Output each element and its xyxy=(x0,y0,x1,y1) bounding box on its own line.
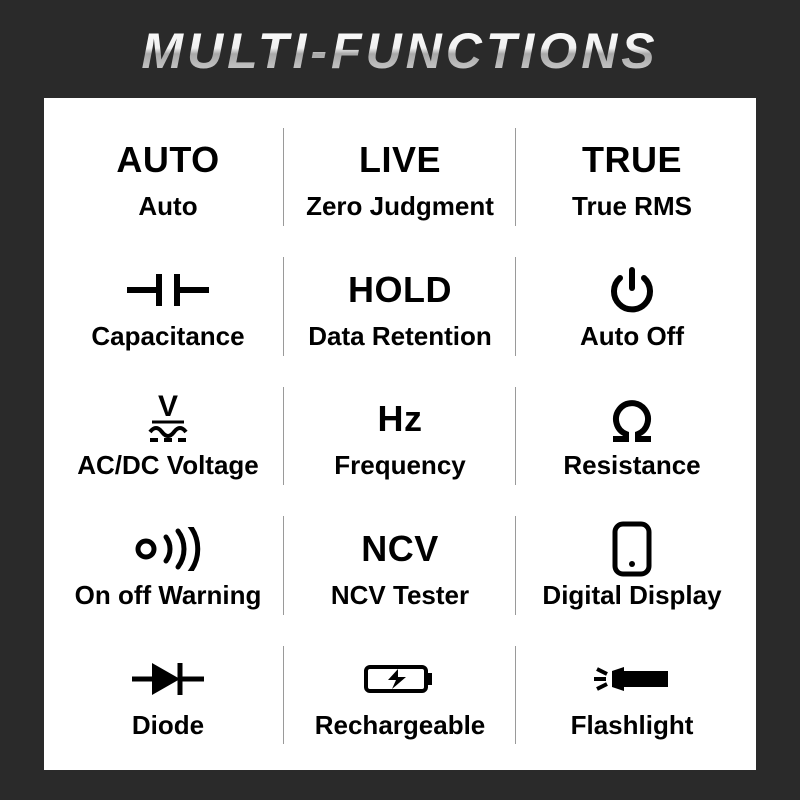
acdc-voltage-label: AC/DC Voltage xyxy=(77,450,259,481)
digital-display-label: Digital Display xyxy=(542,580,721,611)
rechargeable-icon xyxy=(360,650,440,708)
resistance-label: Resistance xyxy=(563,450,700,481)
ncv-tester-icon-text: NCV xyxy=(361,528,439,570)
true-rms-icon: TRUE xyxy=(582,131,682,189)
frequency-icon-text: Hz xyxy=(378,398,423,440)
hold-data-retention-icon: HOLD xyxy=(348,261,452,319)
feature-true-rms: TRUE True RMS xyxy=(516,112,748,242)
feature-hold-data-retention: HOLD Data Retention xyxy=(284,242,516,372)
frequency-icon: Hz xyxy=(378,390,423,448)
ncv-tester-label: NCV Tester xyxy=(331,580,469,611)
features-grid: AUTO Auto LIVE Zero Judgment TRUE True RMS Ca… xyxy=(52,112,748,760)
feature-live-zero-judgment: LIVE Zero Judgment xyxy=(284,112,516,242)
page-title: MULTI-FUNCTIONS xyxy=(141,22,658,80)
capacitance-icon xyxy=(123,261,213,319)
feature-capacitance: Capacitance xyxy=(52,242,284,372)
digital-display-icon xyxy=(607,520,657,578)
feature-resistance: Resistance xyxy=(516,371,748,501)
live-zero-judgment-icon-text: LIVE xyxy=(359,139,441,181)
frequency-label: Frequency xyxy=(334,450,466,481)
live-zero-judgment-icon: LIVE xyxy=(359,131,441,189)
feature-ncv-tester: NCV NCV Tester xyxy=(284,501,516,631)
resistance-icon xyxy=(604,390,660,448)
auto-off-label: Auto Off xyxy=(580,321,684,352)
feature-auto-off: Auto Off xyxy=(516,242,748,372)
flashlight-icon xyxy=(590,650,674,708)
feature-frequency: Hz Frequency xyxy=(284,371,516,501)
svg-text:V: V xyxy=(158,390,178,423)
flashlight-label: Flashlight xyxy=(571,710,694,741)
acdc-voltage-icon: V xyxy=(138,390,198,448)
feature-auto: AUTO Auto xyxy=(52,112,284,242)
hold-data-retention-label: Data Retention xyxy=(308,321,491,352)
feature-rechargeable: Rechargeable xyxy=(284,630,516,760)
diode-label: Diode xyxy=(132,710,204,741)
true-rms-label: True RMS xyxy=(572,191,692,222)
diode-icon xyxy=(128,650,208,708)
feature-digital-display: Digital Display xyxy=(516,501,748,631)
rechargeable-label: Rechargeable xyxy=(315,710,486,741)
on-off-warning-icon xyxy=(128,520,208,578)
ncv-tester-icon: NCV xyxy=(361,520,439,578)
feature-acdc-voltage: V AC/DC Voltage xyxy=(52,371,284,501)
auto-icon-text: AUTO xyxy=(116,139,219,181)
features-panel: AUTO Auto LIVE Zero Judgment TRUE True RMS Ca… xyxy=(44,98,756,770)
true-rms-icon-text: TRUE xyxy=(582,139,682,181)
hold-data-retention-icon-text: HOLD xyxy=(348,269,452,311)
feature-diode: Diode xyxy=(52,630,284,760)
auto-icon: AUTO xyxy=(116,131,219,189)
on-off-warning-label: On off Warning xyxy=(75,580,262,611)
live-zero-judgment-label: Zero Judgment xyxy=(306,191,494,222)
auto-off-icon xyxy=(606,261,658,319)
feature-on-off-warning: On off Warning xyxy=(52,501,284,631)
feature-flashlight: Flashlight xyxy=(516,630,748,760)
capacitance-label: Capacitance xyxy=(91,321,244,352)
auto-label: Auto xyxy=(138,191,197,222)
